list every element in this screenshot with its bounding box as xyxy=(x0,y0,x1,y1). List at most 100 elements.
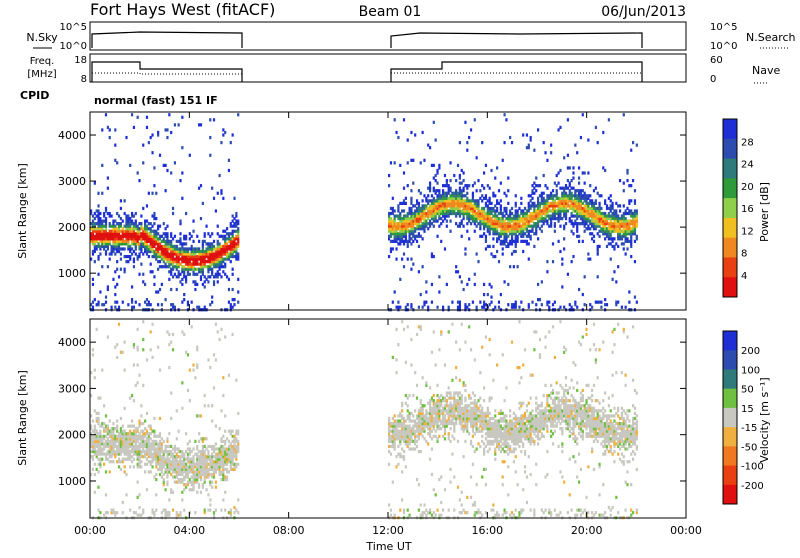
range-time-cell xyxy=(546,187,548,190)
range-time-cell xyxy=(598,235,600,238)
range-time-cell xyxy=(628,301,630,304)
range-time-cell xyxy=(459,348,461,351)
range-time-cell xyxy=(559,225,561,228)
range-time-cell xyxy=(489,197,491,200)
freq-left-label-2: [MHz] xyxy=(27,69,56,80)
range-time-cell xyxy=(449,161,451,164)
range-time-cell xyxy=(137,171,139,174)
range-time-cell xyxy=(463,179,465,182)
range-time-cell xyxy=(209,118,211,121)
range-time-cell xyxy=(505,207,507,210)
range-time-cell xyxy=(444,247,446,250)
range-time-cell xyxy=(168,511,170,514)
range-time-cell xyxy=(153,283,155,286)
range-time-cell xyxy=(565,222,567,225)
range-time-cell xyxy=(148,192,150,195)
range-time-cell xyxy=(187,389,189,392)
range-time-cell xyxy=(438,290,440,293)
range-time-cell xyxy=(401,258,403,261)
range-time-cell xyxy=(232,268,234,271)
range-time-cell xyxy=(97,273,99,276)
range-time-cell xyxy=(420,399,422,402)
range-time-cell xyxy=(142,144,144,147)
range-time-cell xyxy=(222,498,224,501)
range-time-cell xyxy=(427,194,429,197)
range-time-cell xyxy=(593,235,595,238)
range-time-cell xyxy=(133,306,135,309)
range-time-cell xyxy=(416,478,418,481)
range-time-cell xyxy=(615,209,617,212)
range-time-cell xyxy=(444,174,446,177)
range-time-cell xyxy=(528,303,530,306)
range-time-cell xyxy=(237,511,239,514)
range-time-cell xyxy=(433,394,435,397)
range-time-cell xyxy=(230,509,232,512)
range-time-cell xyxy=(567,273,569,276)
range-time-cell xyxy=(418,306,420,309)
range-time-cell xyxy=(92,283,94,286)
range-time-cell xyxy=(498,260,500,263)
range-time-cell xyxy=(520,301,522,304)
range-time-cell xyxy=(204,404,206,407)
range-time-cell xyxy=(233,298,235,301)
range-time-cell xyxy=(166,481,168,484)
range-time-cell xyxy=(630,149,632,152)
range-time-cell xyxy=(589,258,591,261)
range-time-cell xyxy=(407,509,409,512)
range-time-cell xyxy=(448,386,450,389)
range-time-cell xyxy=(457,164,459,167)
range-time-cell xyxy=(602,131,604,134)
noise-right-tick-top: 10^5 xyxy=(710,22,737,33)
range-time-cell xyxy=(425,280,427,283)
range-time-cell xyxy=(574,301,576,304)
range-time-cell xyxy=(528,144,530,147)
range-time-cell xyxy=(168,333,170,336)
range-time-cell xyxy=(636,209,638,212)
range-time-cell xyxy=(546,270,548,273)
range-time-cell xyxy=(153,212,155,215)
range-time-cell xyxy=(617,265,619,268)
range-time-cell xyxy=(422,376,424,379)
range-time-cell xyxy=(463,455,465,458)
range-time-cell xyxy=(600,301,602,304)
range-time-cell xyxy=(572,255,574,258)
range-time-cell xyxy=(429,386,431,389)
range-time-cell xyxy=(122,351,124,354)
range-time-cell xyxy=(537,128,539,131)
range-time-cell xyxy=(209,136,211,139)
range-time-cell xyxy=(410,338,412,341)
range-time-cell xyxy=(189,369,191,372)
range-time-cell xyxy=(459,498,461,501)
range-time-cell xyxy=(213,353,215,356)
range-time-cell xyxy=(140,465,142,468)
range-time-cell xyxy=(533,149,535,152)
range-time-cell xyxy=(634,199,636,202)
range-time-cell xyxy=(153,430,155,433)
range-time-cell xyxy=(135,212,137,215)
range-time-cell xyxy=(546,159,548,162)
range-time-cell xyxy=(572,232,574,235)
range-time-cell xyxy=(559,306,561,309)
range-time-cell xyxy=(463,225,465,228)
range-time-cell xyxy=(101,192,103,195)
range-time-cell xyxy=(584,275,586,278)
range-time-cell xyxy=(157,346,159,349)
range-time-cell xyxy=(578,235,580,238)
range-time-cell xyxy=(435,493,437,496)
range-time-cell xyxy=(418,270,420,273)
range-time-cell xyxy=(507,189,509,192)
range-time-cell xyxy=(137,116,139,119)
range-time-cell xyxy=(397,301,399,304)
range-time-cell xyxy=(237,113,239,116)
range-time-cell xyxy=(110,214,112,217)
range-time-cell xyxy=(582,113,584,116)
range-time-cell xyxy=(503,141,505,144)
range-time-cell xyxy=(612,278,614,281)
range-time-cell xyxy=(166,169,168,172)
range-time-cell xyxy=(449,179,451,182)
range-time-cell xyxy=(200,217,202,220)
range-time-cell xyxy=(567,154,569,157)
